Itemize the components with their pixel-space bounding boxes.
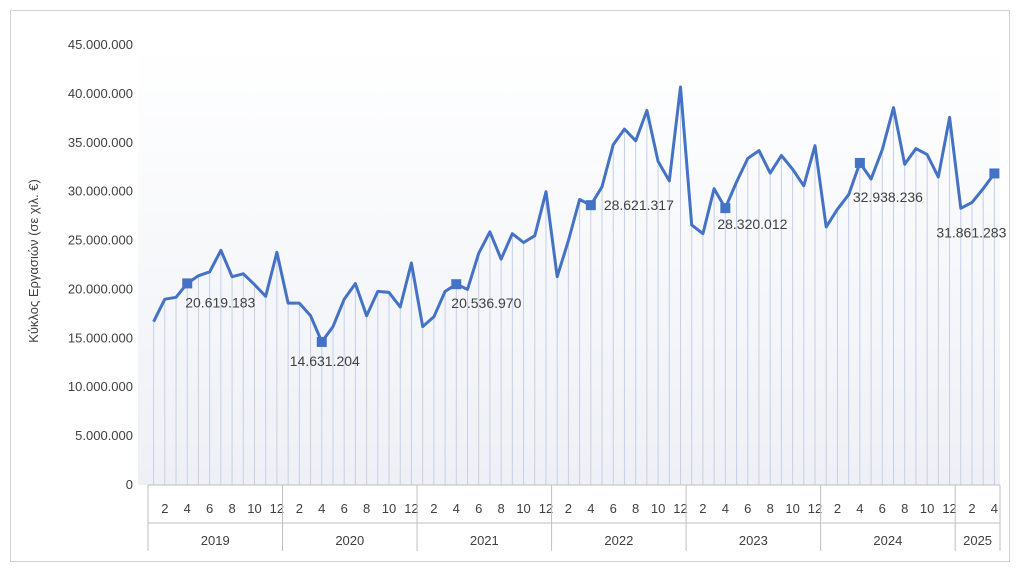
month-tick-label: 4 xyxy=(318,501,325,516)
month-tick-label: 12 xyxy=(404,501,418,516)
month-tick-label: 2 xyxy=(161,501,168,516)
year-label: 2023 xyxy=(739,533,768,548)
data-label: 28.621.317 xyxy=(604,197,674,213)
month-tick-label: 2 xyxy=(968,501,975,516)
y-tick-label: 35.000.000 xyxy=(68,135,133,150)
y-tick-label: 25.000.000 xyxy=(68,233,133,248)
month-tick-label: 6 xyxy=(475,501,482,516)
month-tick-label: 4 xyxy=(991,501,998,516)
data-label: 31.861.283 xyxy=(936,224,1006,240)
y-tick-label: 20.000.000 xyxy=(68,281,133,296)
y-axis-label: Κύκλος Εργασιών (σε χιλ. €) xyxy=(26,179,41,343)
month-tick-label: 12 xyxy=(539,501,553,516)
y-tick-label: 45.000.000 xyxy=(68,37,133,52)
year-label: 2020 xyxy=(335,533,364,548)
month-tick-label: 8 xyxy=(363,501,370,516)
data-label: 20.536.970 xyxy=(451,295,521,311)
month-tick-label: 4 xyxy=(453,501,460,516)
month-tick-label: 4 xyxy=(184,501,191,516)
year-label: 2022 xyxy=(604,533,633,548)
month-tick-label: 10 xyxy=(516,501,530,516)
series-line xyxy=(152,85,996,344)
month-tick-label: 10 xyxy=(651,501,665,516)
series-group xyxy=(152,85,996,344)
data-point-marker xyxy=(720,203,731,214)
y-tick-label: 15.000.000 xyxy=(68,330,133,345)
data-point-marker xyxy=(182,278,193,289)
y-tick-label: 5.000.000 xyxy=(75,428,133,443)
data-label: 14.631.204 xyxy=(290,353,360,369)
month-tick-label: 6 xyxy=(879,501,886,516)
month-tick-label: 12 xyxy=(270,501,284,516)
month-tick-label: 12 xyxy=(808,501,822,516)
month-tick-label: 8 xyxy=(767,501,774,516)
month-tick-label: 8 xyxy=(901,501,908,516)
month-tick-label: 8 xyxy=(632,501,639,516)
year-label: 2021 xyxy=(470,533,499,548)
month-tick-label: 10 xyxy=(382,501,396,516)
month-tick-label: 6 xyxy=(610,501,617,516)
month-tick-label: 2 xyxy=(430,501,437,516)
month-tick-label: 12 xyxy=(673,501,687,516)
month-tick-label: 8 xyxy=(228,501,235,516)
data-label: 32.938.236 xyxy=(853,189,923,205)
month-tick-label: 4 xyxy=(587,501,594,516)
drop-lines xyxy=(153,87,995,485)
month-tick-label: 12 xyxy=(942,501,956,516)
y-axis-ticks: 0 5.000.000 10.000.000 15.000.000 20.000.000… xyxy=(68,37,133,492)
data-label: 28.320.012 xyxy=(717,216,787,232)
month-tick-label: 4 xyxy=(856,501,863,516)
y-tick-label: 0 xyxy=(126,477,133,492)
chart-frame: 0 5.000.000 10.000.000 15.000.000 20.000.000… xyxy=(10,10,1010,562)
month-tick-label: 6 xyxy=(206,501,213,516)
month-tick-label: 2 xyxy=(296,501,303,516)
y-tick-label: 10.000.000 xyxy=(68,379,133,394)
data-labels: 20.619.183 14.631.204 20.536.970 28.621.317… xyxy=(182,157,1007,369)
year-label: 2025 xyxy=(963,533,992,548)
y-tick-label: 40.000.000 xyxy=(68,86,133,101)
data-point-marker xyxy=(585,200,596,211)
month-tick-label: 2 xyxy=(699,501,706,516)
month-tick-label: 4 xyxy=(722,501,729,516)
month-tick-label: 10 xyxy=(920,501,934,516)
month-tick-label: 2 xyxy=(834,501,841,516)
year-label: 2019 xyxy=(201,533,230,548)
plot-background xyxy=(138,45,1000,485)
month-tick-label: 10 xyxy=(247,501,261,516)
y-tick-label: 30.000.000 xyxy=(68,184,133,199)
line-chart: 0 5.000.000 10.000.000 15.000.000 20.000.000… xyxy=(26,37,1007,551)
data-point-marker xyxy=(451,279,462,290)
data-point-marker xyxy=(316,336,327,347)
month-tick-label: 6 xyxy=(744,501,751,516)
month-tick-label: 6 xyxy=(341,501,348,516)
year-label: 2024 xyxy=(873,533,902,548)
month-tick-label: 10 xyxy=(785,501,799,516)
month-tick-label: 2 xyxy=(565,501,572,516)
month-tick-label: 8 xyxy=(498,501,505,516)
data-point-marker xyxy=(854,157,865,168)
data-point-marker xyxy=(989,168,1000,179)
data-label: 20.619.183 xyxy=(185,294,255,310)
